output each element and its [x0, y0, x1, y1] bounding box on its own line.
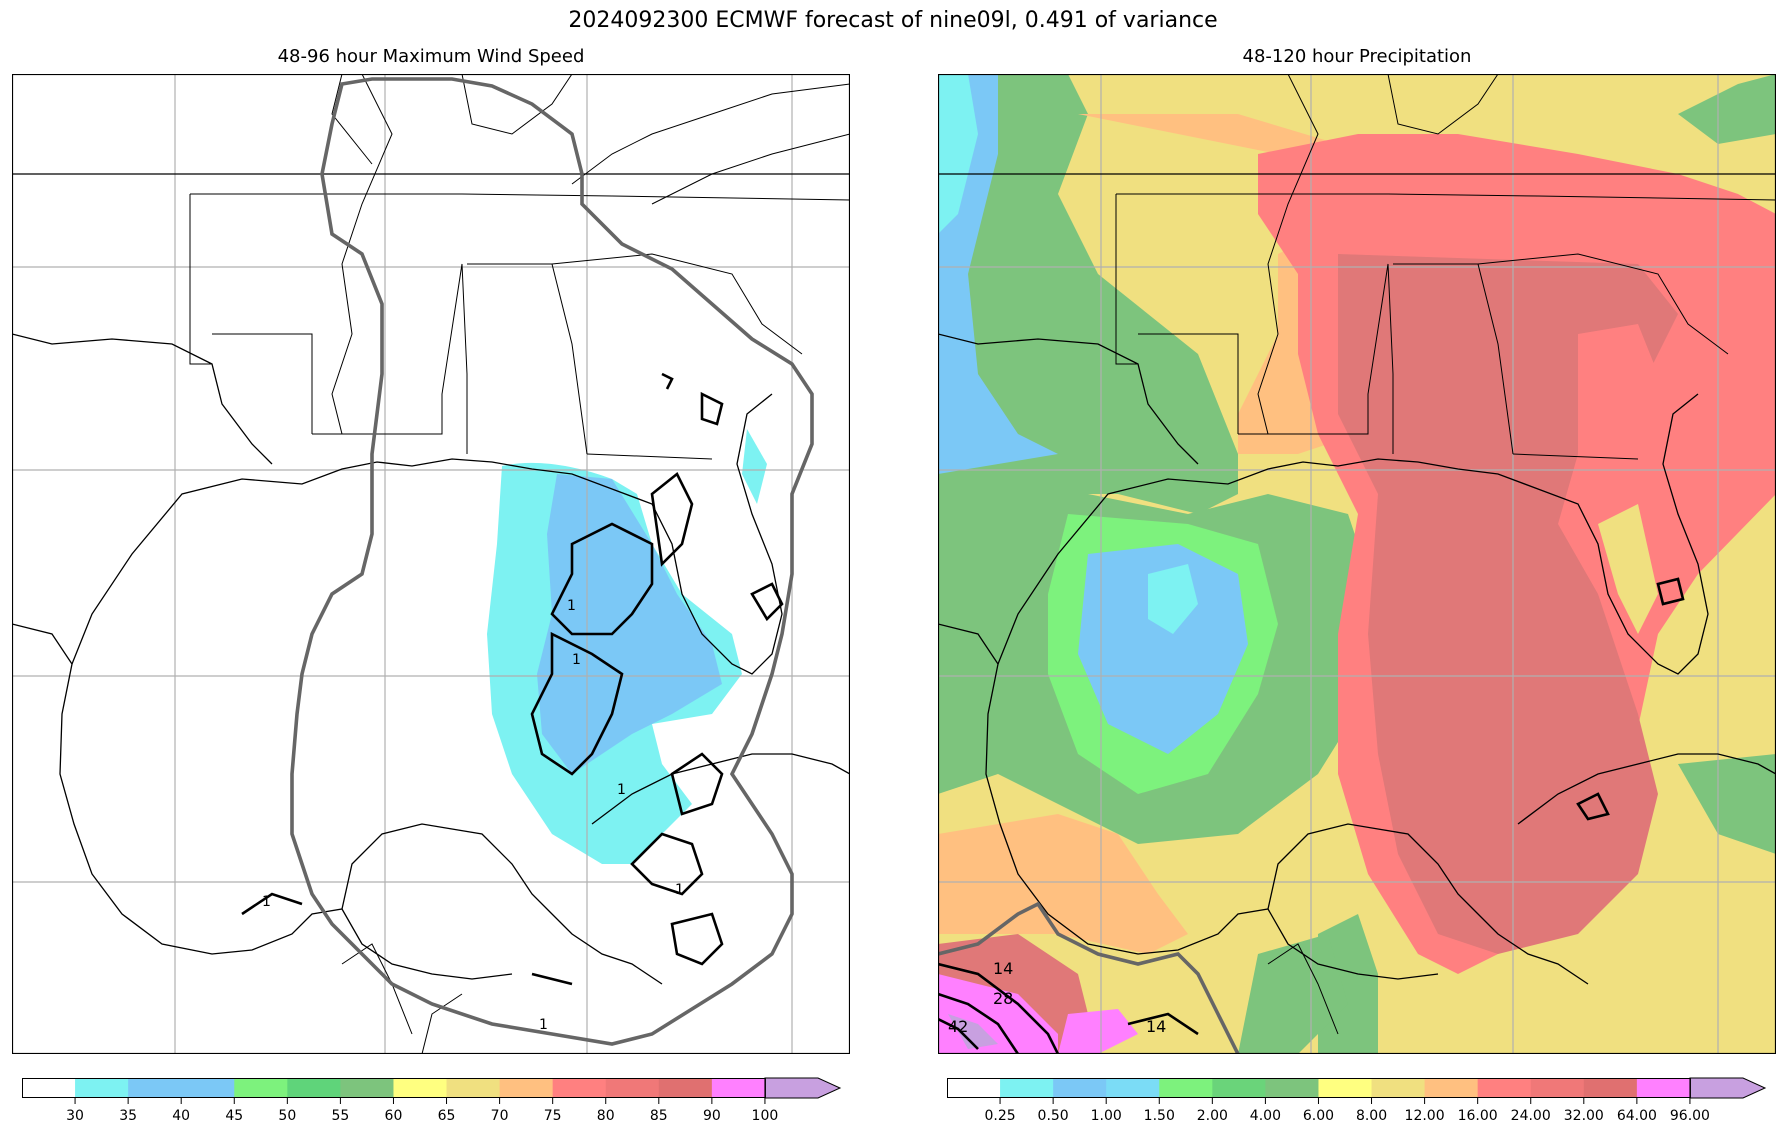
- right-colorbar-swatch: [1000, 1078, 1054, 1098]
- left-colorbar-swatch: [499, 1078, 554, 1098]
- left-colorbar-swatch: [128, 1078, 182, 1098]
- left-colorbar-tick-label: 80: [596, 1108, 615, 1124]
- wind-contour-label: 1: [675, 882, 684, 898]
- precipitation-map: 14 28 42 14: [938, 74, 1776, 1054]
- left-colorbar-tick-label: 85: [649, 1108, 668, 1124]
- right-colorbar-tick-label: 4.00: [1249, 1108, 1281, 1124]
- right-colorbar-swatch: [1424, 1078, 1479, 1098]
- right-colorbar-swatch: [1477, 1078, 1532, 1098]
- left-colorbar-swatch: [234, 1078, 288, 1098]
- left-colorbar-tick-label: 35: [119, 1108, 138, 1124]
- left-colorbar-swatch: [181, 1078, 235, 1098]
- right-colorbar-swatch: [1583, 1078, 1638, 1098]
- right-colorbar-swatch: [947, 1078, 1001, 1098]
- left-colorbar-swatch: [711, 1078, 766, 1098]
- right-colorbar-swatch: [1212, 1078, 1266, 1098]
- left-colorbar-tick-label: 100: [751, 1108, 779, 1124]
- precip-contour-label: 14: [993, 959, 1013, 978]
- wind-contour-label: 1: [539, 1017, 548, 1033]
- left-panel-title: 48-96 hour Maximum Wind Speed: [277, 46, 585, 67]
- right-colorbar-ticks: 0.25 0.50 1.00 1.50 2.00 4.00 6.00 8.00 12.00 16.…: [947, 1108, 1765, 1128]
- right-colorbar-tick-label: 96.00: [1669, 1108, 1710, 1124]
- right-colorbar-tick-label: 1.50: [1143, 1108, 1175, 1124]
- right-colorbar-tick-label: 64.00: [1616, 1108, 1657, 1124]
- left-colorbar-tick-label: 90: [702, 1108, 721, 1124]
- right-panel-title: 48-120 hour Precipitation: [1242, 46, 1472, 67]
- left-colorbar-tick-label: 65: [437, 1108, 456, 1124]
- precip-contour-label: 14: [1146, 1017, 1166, 1036]
- right-colorbar-tick-label: 2.00: [1196, 1108, 1228, 1124]
- left-colorbar-tick-label: 40: [172, 1108, 191, 1124]
- right-colorbar-swatch: [1053, 1078, 1107, 1098]
- precip-contour-label: 28: [993, 989, 1013, 1008]
- left-colorbar-tick-label: 45: [225, 1108, 244, 1124]
- wind-contour-label: 1: [617, 782, 626, 798]
- left-colorbar: [22, 1077, 842, 1104]
- precip-contour-label: 42: [948, 1017, 968, 1036]
- right-colorbar-tick-label: 0.25: [984, 1108, 1016, 1124]
- wind-contour-label: 1: [567, 598, 576, 614]
- wind-contours: [241, 372, 784, 986]
- forecast-cone: [290, 77, 814, 1046]
- right-colorbar-swatch: [1318, 1078, 1373, 1098]
- right-colorbar-tick-label: 6.00: [1302, 1108, 1335, 1124]
- left-colorbar-tick-label: 70: [490, 1108, 509, 1124]
- right-colorbar-outline: [947, 1078, 1691, 1098]
- right-colorbar-swatch: [1636, 1078, 1691, 1098]
- left-colorbar-swatch: [393, 1078, 448, 1098]
- left-colorbar-swatch: [22, 1078, 76, 1098]
- right-colorbar: [947, 1077, 1767, 1104]
- right-colorbar-swatch: [1159, 1078, 1213, 1098]
- right-colorbar-swatch: [1106, 1078, 1160, 1098]
- right-colorbar-tick-label: 24.00: [1510, 1108, 1551, 1124]
- left-colorbar-swatch: [287, 1078, 341, 1098]
- wind-contour-label: 1: [572, 652, 581, 668]
- left-colorbar-swatch: [552, 1078, 607, 1098]
- left-colorbar-tick-label: 50: [278, 1108, 297, 1124]
- left-colorbar-tick-label: 30: [66, 1108, 84, 1124]
- right-colorbar-tick-label: 12.00: [1404, 1108, 1445, 1124]
- right-colorbar-extend-arrow: [1689, 1077, 1767, 1099]
- wind-speed-map: 1 1 1 1 1 1: [12, 74, 850, 1054]
- left-colorbar-tick-label: 75: [543, 1108, 562, 1124]
- left-colorbar-swatch: [658, 1078, 713, 1098]
- right-colorbar-tick-label: 0.50: [1037, 1108, 1069, 1124]
- wind-contour-label: 1: [262, 894, 271, 910]
- right-colorbar-swatch: [1530, 1078, 1585, 1098]
- right-colorbar-tick-label: 16.00: [1457, 1108, 1498, 1124]
- left-colorbar-extend-arrow: [764, 1077, 842, 1099]
- coastline: [12, 173, 850, 985]
- right-colorbar-tick-label: 8.00: [1355, 1108, 1388, 1124]
- left-colorbar-tick-label: 55: [331, 1108, 350, 1124]
- right-colorbar-tick-label: 1.00: [1090, 1108, 1122, 1124]
- left-colorbar-tick-label: 60: [384, 1108, 403, 1124]
- left-colorbar-ticks: 30 35 40 45 50 55 60 65 70 75 80 85 90 100: [22, 1108, 840, 1128]
- left-colorbar-swatch: [75, 1078, 129, 1098]
- left-colorbar-swatch: [605, 1078, 660, 1098]
- right-colorbar-swatch: [1265, 1078, 1319, 1098]
- figure-title: 2024092300 ECMWF forecast of nine09l, 0.…: [568, 8, 1218, 33]
- left-colorbar-swatch: [446, 1078, 501, 1098]
- wind-shading-35: [537, 474, 722, 774]
- left-colorbar-swatch: [340, 1078, 394, 1098]
- left-colorbar-outline: [22, 1078, 766, 1098]
- right-colorbar-swatch: [1371, 1078, 1426, 1098]
- right-colorbar-tick-label: 32.00: [1563, 1108, 1604, 1124]
- state-borders: [189, 74, 850, 460]
